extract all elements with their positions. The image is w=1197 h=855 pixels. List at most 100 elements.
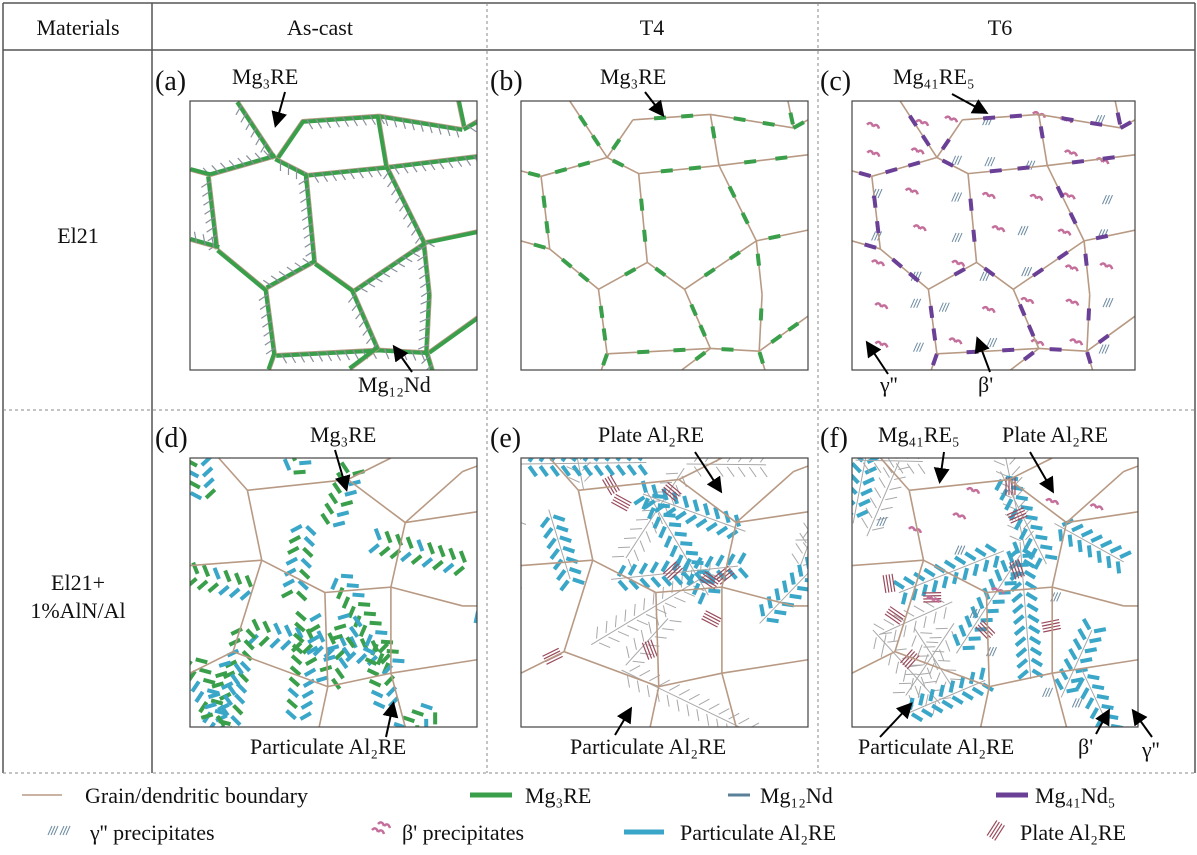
dendrite-arm bbox=[663, 605, 666, 617]
beta-precipitate bbox=[1066, 300, 1072, 304]
beta-precipitate bbox=[953, 514, 959, 518]
grain-boundary bbox=[881, 458, 910, 490]
beta-precipitate bbox=[967, 488, 973, 492]
particulate-al2re bbox=[129, 547, 133, 558]
beta-precipitate bbox=[378, 822, 384, 826]
mg3re bbox=[377, 115, 386, 166]
grain-boundary bbox=[190, 560, 262, 565]
particulate-al2re bbox=[247, 576, 251, 587]
dendrite-arm bbox=[649, 622, 652, 634]
dendrite-arm bbox=[578, 440, 586, 449]
particulate-al2re bbox=[1094, 629, 1106, 631]
mg3re bbox=[217, 250, 266, 290]
particulate-al2re bbox=[739, 568, 747, 577]
grain-boundary bbox=[247, 490, 261, 560]
particulate-al2re bbox=[181, 416, 192, 422]
particulate-al2re bbox=[639, 465, 646, 475]
dendrite-arm bbox=[879, 477, 885, 487]
beta-precipitate bbox=[1070, 340, 1076, 344]
mg41re5 bbox=[1033, 269, 1043, 276]
particulate-al2re bbox=[210, 748, 221, 753]
dendrite-arm bbox=[727, 467, 734, 477]
particulate-al2re bbox=[364, 613, 376, 614]
dendrite-arm bbox=[875, 488, 881, 498]
particulate-al2re bbox=[548, 539, 555, 549]
mg3re bbox=[423, 241, 429, 295]
particulate-al2re bbox=[954, 634, 958, 645]
particulate-al2re bbox=[192, 682, 199, 692]
dendrite-arm bbox=[508, 591, 514, 601]
grain-boundary bbox=[1047, 155, 1135, 166]
grain-boundary bbox=[872, 157, 937, 176]
particulate-al2re bbox=[660, 527, 665, 538]
particulate-al2re bbox=[639, 450, 646, 460]
dendrite-arm bbox=[885, 449, 892, 459]
dendrite-arm bbox=[667, 695, 669, 707]
particulate-al2re bbox=[380, 547, 389, 555]
particulate-al2re bbox=[954, 572, 957, 584]
beta-precipitate bbox=[998, 228, 1004, 232]
beta-precipitate bbox=[983, 307, 989, 311]
dendrite-arm bbox=[644, 598, 645, 610]
mg3re bbox=[543, 196, 544, 208]
dendrite-arm bbox=[885, 497, 897, 500]
mg3re bbox=[769, 236, 781, 238]
beta-precipitate bbox=[1027, 300, 1033, 304]
dendrite-arm bbox=[624, 538, 636, 539]
particulate-al2re bbox=[290, 450, 295, 461]
particulate-al2re bbox=[573, 451, 580, 461]
particulate-al2re bbox=[490, 628, 493, 640]
beta-precipitate bbox=[378, 830, 384, 834]
header-cell: T6 bbox=[988, 15, 1012, 40]
panel-letter: (c) bbox=[820, 66, 851, 97]
beta-precipitate bbox=[973, 490, 979, 494]
dendrite-arm bbox=[803, 562, 815, 565]
particulate-al2re bbox=[595, 451, 602, 461]
particulate-al2re bbox=[526, 655, 538, 656]
legend-text: Grain/dendritic boundary bbox=[85, 783, 308, 808]
mg3re bbox=[788, 323, 798, 330]
dendrite-arm bbox=[926, 642, 938, 643]
particulate-al2re bbox=[344, 597, 349, 608]
grain-boundary bbox=[719, 166, 756, 241]
mg41re5 bbox=[893, 259, 902, 267]
particulate-al2re bbox=[985, 560, 988, 572]
particulate-al2re bbox=[299, 462, 311, 463]
particulate-al2re bbox=[1032, 659, 1042, 665]
particulate-al2re bbox=[326, 504, 333, 514]
dendrite-arm bbox=[749, 467, 756, 477]
table-grid bbox=[3, 3, 1195, 773]
mg3re bbox=[237, 102, 274, 158]
particulate-al2re bbox=[434, 478, 437, 490]
particulate-al2re bbox=[508, 524, 518, 531]
particulate-al2re bbox=[189, 482, 200, 488]
particulate-al2re bbox=[971, 672, 974, 684]
grain-boundary bbox=[909, 490, 923, 560]
particulate-al2re bbox=[292, 656, 301, 664]
particulate-al2re bbox=[286, 625, 291, 636]
beta-precipitate bbox=[875, 303, 881, 307]
grain-boundary bbox=[325, 593, 328, 687]
particulate-al2re bbox=[191, 493, 202, 499]
dendrite-arm bbox=[890, 487, 902, 490]
particulate-al2re bbox=[1089, 639, 1101, 641]
beta-precipitate bbox=[1064, 232, 1070, 236]
particulate-al2re bbox=[413, 471, 416, 483]
dendrite-arm bbox=[946, 640, 950, 651]
dendrite-arm bbox=[938, 661, 950, 662]
beta-precipitate bbox=[867, 151, 873, 155]
mg41re5 bbox=[1088, 308, 1089, 320]
particulate-al2re bbox=[505, 644, 508, 656]
grain-boundary bbox=[541, 176, 550, 249]
dendrite-arm bbox=[896, 449, 903, 459]
dendrite-arm bbox=[874, 624, 884, 630]
particulate-al2re bbox=[343, 648, 350, 658]
particulate-al2re bbox=[454, 486, 457, 498]
mg3re bbox=[691, 305, 696, 316]
particulate-al2re bbox=[981, 668, 984, 680]
mg41re5 bbox=[877, 221, 878, 233]
beta-precipitate bbox=[951, 119, 957, 123]
particulate-al2re bbox=[1035, 536, 1047, 538]
particulate-al2re bbox=[529, 452, 536, 462]
beta-precipitate bbox=[1096, 507, 1102, 511]
